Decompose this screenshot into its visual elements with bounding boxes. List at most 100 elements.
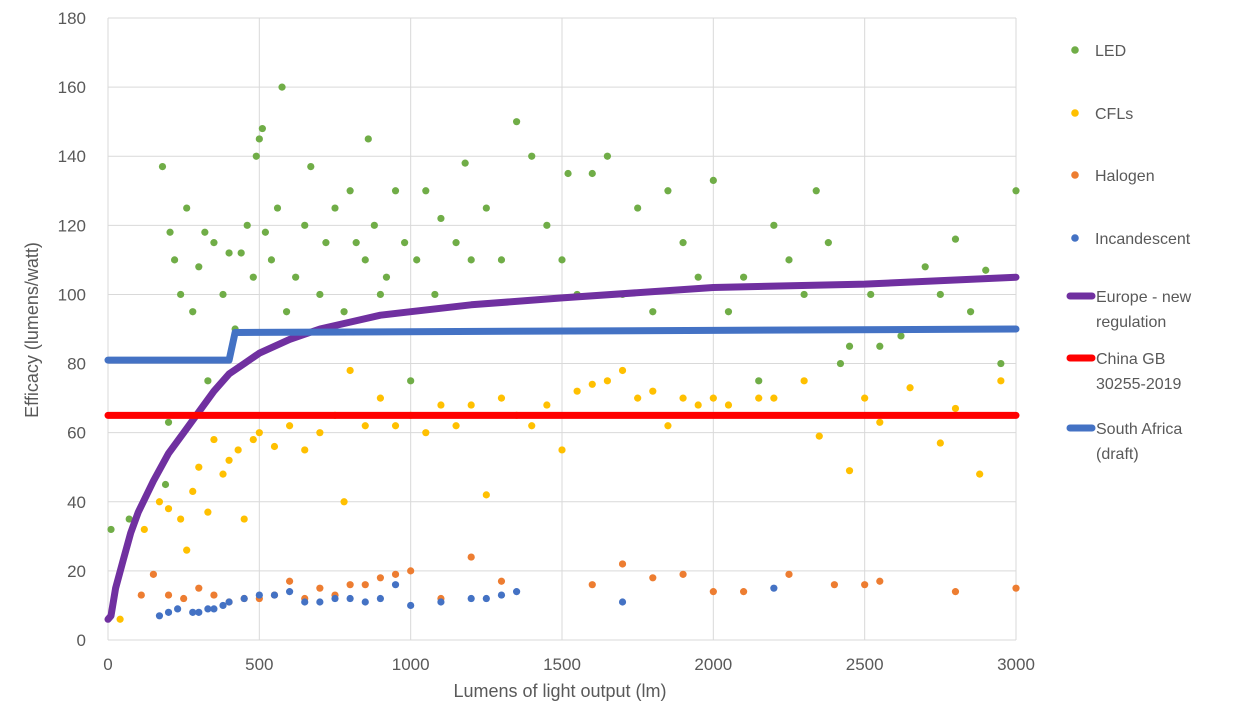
series-led	[107, 83, 1020, 534]
data-point-cfls	[618, 366, 627, 375]
legend-label: South Africa	[1096, 421, 1182, 438]
data-point-halogen	[149, 570, 157, 578]
data-point-cfls	[482, 491, 490, 499]
legend-label: regulation	[1096, 314, 1166, 331]
data-point-led	[273, 204, 282, 212]
line-south-africa-draft	[104, 325, 1020, 364]
data-point-halogen	[497, 577, 506, 585]
data-point-halogen	[740, 588, 748, 596]
data-point-led	[401, 239, 409, 247]
data-point-halogen	[164, 591, 173, 599]
x-tick-label: 2500	[846, 655, 884, 674]
data-point-led	[352, 239, 360, 247]
data-point-cfls	[936, 439, 944, 447]
data-point-led	[664, 187, 672, 195]
data-point-cfls	[164, 505, 173, 513]
data-point-incandescent	[225, 598, 233, 606]
data-point-cfls	[558, 446, 566, 454]
data-point-led	[679, 239, 687, 247]
data-point-halogen	[467, 553, 475, 561]
data-point-cfls	[543, 401, 551, 409]
legend-marker-dot	[1071, 171, 1079, 179]
legend-label: 30255-2019	[1096, 376, 1182, 393]
data-points	[107, 83, 1020, 623]
data-point-cfls	[316, 429, 324, 437]
data-point-incandescent	[497, 591, 506, 599]
data-point-led	[307, 162, 315, 171]
data-point-cfls	[177, 515, 185, 523]
data-point-led	[437, 214, 445, 223]
data-point-led	[243, 221, 251, 229]
data-point-cfls	[755, 394, 763, 402]
data-point-cfls	[240, 515, 248, 523]
data-point-halogen	[951, 588, 960, 596]
data-point-led	[195, 263, 203, 271]
data-point-led	[391, 187, 400, 195]
data-point-halogen	[618, 560, 627, 568]
legend-item: China GB 30255-2019	[1066, 351, 1182, 393]
data-point-led	[812, 187, 820, 195]
data-point-cfls	[997, 377, 1005, 385]
data-point-cfls	[845, 467, 854, 475]
series-halogen	[137, 553, 1020, 606]
data-point-led	[800, 290, 808, 299]
data-point-led	[897, 332, 905, 340]
data-point-led	[482, 204, 490, 212]
x-tick-label: 0	[103, 655, 112, 674]
data-point-incandescent	[286, 588, 294, 596]
data-point-cfls	[649, 387, 657, 395]
data-point-cfls	[234, 446, 242, 454]
data-point-cfls	[951, 404, 960, 413]
series-incandescent	[155, 581, 778, 620]
x-axis-title: Lumens of light output (lm)	[453, 681, 666, 701]
data-point-incandescent	[204, 605, 212, 613]
data-point-led	[382, 273, 391, 281]
data-point-halogen	[137, 591, 145, 599]
data-point-cfls	[634, 394, 642, 402]
data-point-cfls	[603, 377, 612, 385]
y-tick-label: 140	[58, 147, 86, 166]
data-point-led	[709, 176, 717, 185]
data-point-led	[740, 273, 748, 281]
data-point-cfls	[286, 422, 294, 430]
data-point-incandescent	[240, 594, 248, 603]
x-tick-label: 1500	[543, 655, 581, 674]
data-point-incandescent	[189, 608, 197, 616]
data-point-cfls	[724, 401, 733, 409]
data-point-incandescent	[346, 594, 354, 603]
legend-label: (draft)	[1096, 446, 1139, 463]
data-point-led	[564, 169, 572, 178]
data-point-led	[755, 377, 763, 385]
data-point-led	[125, 515, 133, 523]
x-tick-label: 500	[245, 655, 273, 674]
data-point-led	[282, 308, 291, 316]
regulation-lines	[104, 273, 1020, 623]
y-tick-label: 0	[77, 631, 86, 650]
data-point-led	[219, 290, 227, 299]
data-point-led	[225, 249, 233, 257]
data-point-cfls	[255, 429, 263, 437]
data-point-cfls	[195, 463, 203, 471]
data-point-incandescent	[195, 608, 203, 616]
legend-item: Incandescent	[1071, 231, 1191, 248]
data-point-led	[694, 273, 702, 281]
data-point-halogen	[361, 581, 369, 589]
data-point-led	[261, 228, 269, 236]
data-point-incandescent	[164, 608, 173, 616]
legend-label: China GB	[1096, 351, 1165, 368]
data-point-halogen	[1012, 584, 1020, 592]
data-point-cfls	[155, 498, 164, 506]
data-point-cfls	[376, 394, 384, 402]
data-point-cfls	[219, 470, 227, 478]
data-point-incandescent	[770, 584, 778, 592]
data-point-halogen	[407, 567, 415, 575]
data-point-led	[770, 221, 778, 229]
data-point-led	[867, 290, 875, 299]
data-point-cfls	[422, 429, 430, 437]
data-point-halogen	[210, 591, 218, 599]
data-point-led	[603, 152, 612, 160]
data-point-led	[183, 204, 191, 212]
data-point-led	[543, 221, 551, 229]
data-point-led	[189, 308, 197, 316]
